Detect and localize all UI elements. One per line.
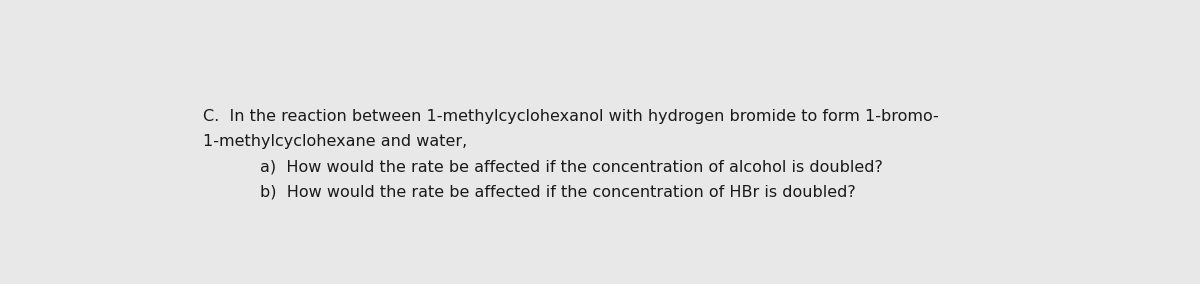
Text: a)  How would the rate be affected if the concentration of alcohol is doubled?: a) How would the rate be affected if the… — [260, 159, 883, 174]
Text: b)  How would the rate be affected if the concentration of HBr is doubled?: b) How would the rate be affected if the… — [260, 184, 856, 199]
Text: C.  In the reaction between 1-methylcyclohexanol with hydrogen bromide to form 1: C. In the reaction between 1-methylcyclo… — [203, 109, 938, 124]
Text: 1-methylcyclohexane and water,: 1-methylcyclohexane and water, — [203, 134, 467, 149]
